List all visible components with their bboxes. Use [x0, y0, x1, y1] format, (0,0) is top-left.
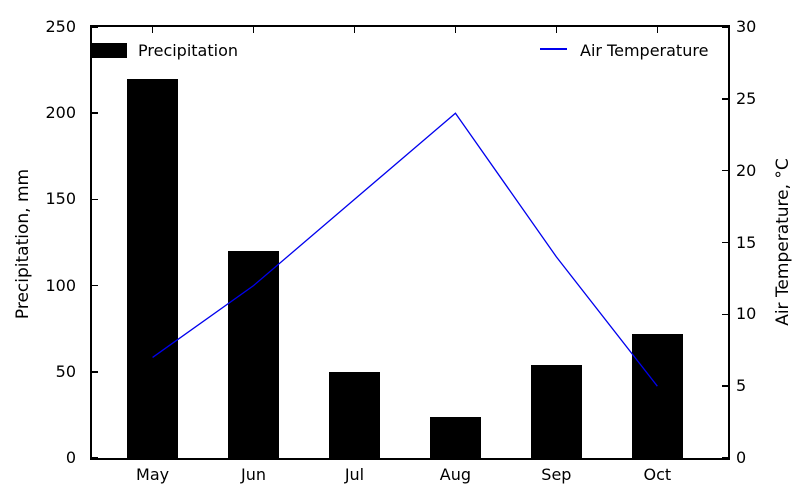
left-axis-tick-label: 50	[55, 361, 76, 381]
right-axis-tick	[722, 169, 728, 172]
legend-air-temperature-line-sample	[540, 48, 567, 50]
left-axis-tick-label: 250	[45, 17, 76, 36]
right-axis-title: Air Temperature, °C	[773, 158, 793, 326]
right-axis-tick	[722, 241, 728, 244]
x-axis-top-tick	[151, 27, 154, 33]
right-axis-tick-label: 0	[736, 448, 747, 467]
precipitation-bar	[632, 333, 683, 458]
left-axis-title: Precipitation, mm	[13, 168, 33, 320]
precipitation-bar	[430, 416, 481, 458]
precipitation-bar	[329, 371, 380, 458]
legend-precipitation-swatch	[91, 43, 127, 58]
x-axis-top-tick	[252, 27, 255, 33]
air-temperature-polyline	[152, 112, 658, 387]
x-axis-top-tick	[656, 27, 659, 33]
right-axis-tick	[722, 457, 728, 459]
right-axis-tick	[722, 313, 728, 316]
air-temperature-line	[152, 112, 658, 387]
left-axis-tick-label: 150	[45, 189, 76, 209]
right-axis-tick-label: 30	[736, 17, 757, 36]
left-axis-tick	[92, 457, 98, 459]
x-axis-tick-label: Oct	[643, 465, 672, 484]
left-axis-tick-label: 100	[45, 275, 76, 295]
x-axis-tick-label: Sep	[541, 465, 572, 484]
legend-precipitation-label: Precipitation	[138, 41, 239, 60]
left-axis-tick	[92, 112, 98, 114]
right-axis-tick	[722, 26, 728, 28]
left-axis-tick-label: 0	[65, 448, 76, 467]
right-axis-tick-label: 25	[736, 88, 757, 108]
x-axis-tick-label: Aug	[439, 465, 472, 484]
right-axis-tick	[722, 98, 728, 100]
right-axis-tick-label: 20	[736, 160, 757, 180]
right-axis-tick-label: 10	[736, 304, 757, 324]
left-axis-tick	[92, 371, 98, 373]
x-axis-tick-label: Jul	[344, 465, 365, 484]
right-axis-tick-label: 15	[736, 232, 757, 252]
legend-air-temperature-label: Air Temperature	[580, 41, 709, 60]
right-axis-tick	[722, 385, 728, 387]
x-axis-top-tick	[454, 27, 457, 33]
plot-area	[90, 25, 730, 460]
precipitation-bar	[127, 78, 178, 458]
precipitation-bar	[531, 364, 582, 458]
x-axis-tick-label: Jun	[241, 465, 267, 484]
left-axis-tick	[92, 284, 98, 287]
right-axis-tick-label: 5	[736, 376, 747, 396]
x-axis-top-tick	[555, 27, 558, 33]
x-axis-top-tick	[353, 27, 356, 33]
x-axis-tick-label: May	[136, 465, 170, 484]
left-axis-tick-label: 200	[45, 103, 76, 123]
left-axis-tick	[92, 26, 98, 28]
left-axis-tick	[92, 198, 98, 201]
